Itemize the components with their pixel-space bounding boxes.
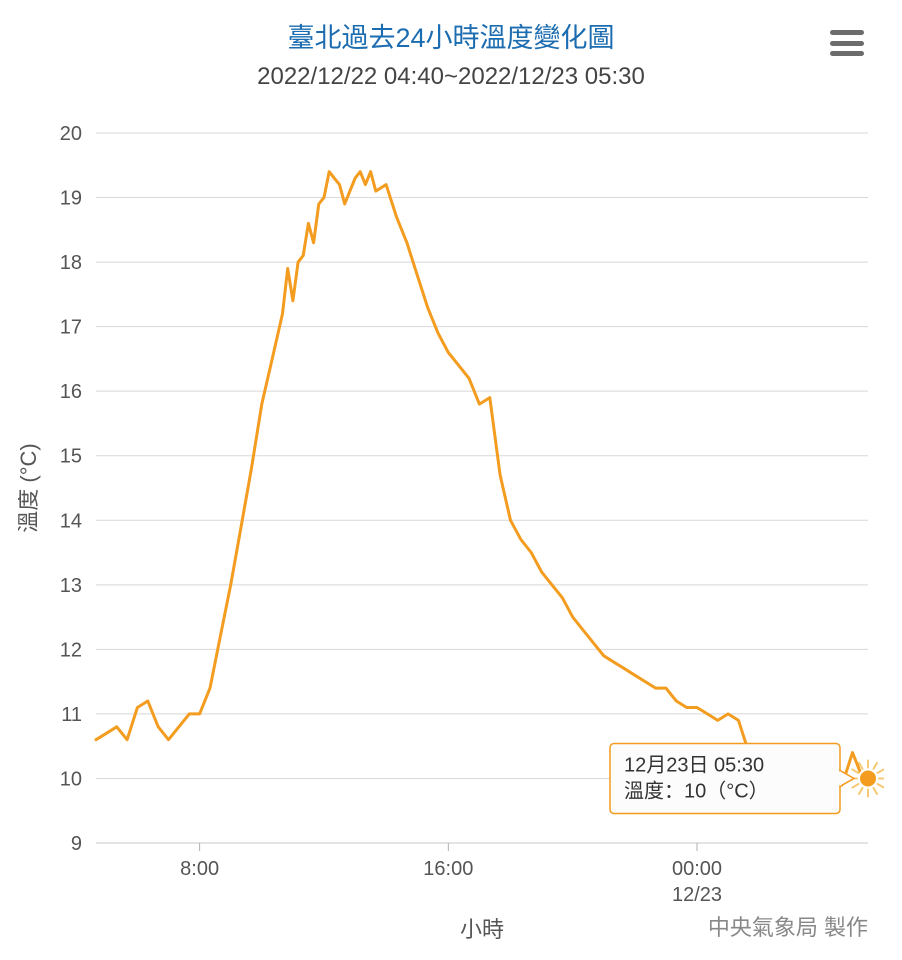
svg-text:16: 16: [60, 381, 82, 403]
svg-text:8:00: 8:00: [180, 858, 219, 880]
svg-text:溫度：10（°C）: 溫度：10（°C）: [624, 779, 769, 802]
chart-area: 9 10 11 12 13 14 15 16 17 18 19 20 8:00 16:00 00:00 12/…: [18, 103, 884, 943]
chart-subtitle: 2022/12/22 04:40~2022/12/23 05:30: [18, 63, 884, 91]
svg-text:20: 20: [60, 123, 82, 145]
chart-header: 臺北過去24小時溫度變化圖 2022/12/22 04:40~2022/12/2…: [18, 16, 884, 91]
chart-title: 臺北過去24小時溫度變化圖: [18, 16, 884, 55]
menu-icon[interactable]: [830, 30, 864, 56]
page: 臺北過去24小時溫度變化圖 2022/12/22 04:40~2022/12/2…: [0, 0, 902, 960]
svg-text:溫度 (°C): 溫度 (°C): [18, 443, 41, 532]
svg-text:12: 12: [60, 639, 82, 661]
svg-text:16:00: 16:00: [423, 858, 473, 880]
svg-text:19: 19: [60, 188, 82, 210]
svg-text:11: 11: [61, 704, 82, 726]
svg-text:小時: 小時: [460, 917, 504, 942]
svg-text:中央氣象局 製作: 中央氣象局 製作: [708, 915, 868, 940]
svg-text:15: 15: [60, 446, 82, 468]
chart-svg: 9 10 11 12 13 14 15 16 17 18 19 20 8:00 16:00 00:00 12/…: [18, 103, 884, 943]
svg-text:9: 9: [71, 833, 82, 855]
svg-text:18: 18: [60, 252, 82, 274]
svg-text:12/23: 12/23: [672, 884, 722, 906]
svg-text:13: 13: [60, 575, 82, 597]
svg-text:00:00: 00:00: [672, 858, 722, 880]
svg-text:14: 14: [60, 510, 82, 532]
svg-text:10: 10: [60, 768, 82, 790]
svg-text:12月23日 05:30: 12月23日 05:30: [624, 754, 764, 776]
svg-text:17: 17: [60, 317, 82, 339]
